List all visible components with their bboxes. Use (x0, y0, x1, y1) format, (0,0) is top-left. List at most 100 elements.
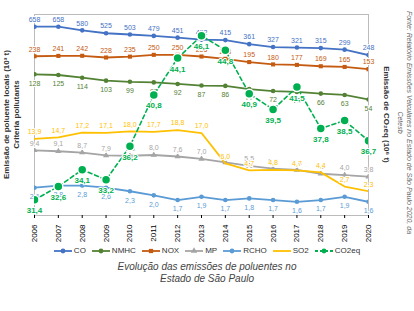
svg-text:580: 580 (76, 20, 88, 27)
svg-text:4,4: 4,4 (316, 162, 326, 169)
svg-text:4,7: 4,7 (292, 160, 302, 167)
svg-text:18,0: 18,0 (123, 121, 137, 128)
svg-text:14,7: 14,7 (52, 127, 66, 134)
svg-text:2016: 2016 (269, 224, 278, 242)
svg-text:4,0: 4,0 (340, 164, 350, 171)
svg-text:415: 415 (220, 29, 232, 36)
svg-text:658: 658 (29, 16, 41, 23)
svg-text:33,2: 33,2 (98, 186, 114, 195)
svg-text:86: 86 (221, 91, 229, 98)
svg-text:361: 361 (243, 33, 255, 40)
svg-text:1,6: 1,6 (292, 207, 302, 214)
svg-text:153: 153 (363, 58, 375, 65)
svg-text:228: 228 (100, 47, 112, 54)
svg-text:1,7: 1,7 (220, 205, 230, 212)
svg-text:44,8: 44,8 (218, 57, 234, 66)
svg-text:114: 114 (77, 83, 88, 90)
svg-text:6,2: 6,2 (220, 152, 230, 159)
svg-text:177: 177 (291, 54, 303, 61)
svg-text:39,5: 39,5 (265, 116, 281, 125)
svg-text:321: 321 (291, 37, 303, 44)
svg-text:44,1: 44,1 (170, 65, 186, 74)
svg-text:2,0: 2,0 (149, 201, 159, 208)
svg-text:2006: 2006 (30, 224, 39, 242)
svg-text:2011: 2011 (149, 224, 158, 242)
svg-text:2,7: 2,7 (340, 176, 350, 183)
svg-text:2017: 2017 (292, 224, 301, 242)
svg-text:36,7: 36,7 (361, 147, 377, 156)
svg-text:169: 169 (315, 55, 327, 62)
svg-text:38,5: 38,5 (337, 127, 353, 136)
svg-text:128: 128 (29, 80, 41, 87)
svg-text:241: 241 (53, 45, 65, 52)
svg-text:451: 451 (172, 27, 184, 34)
svg-text:2013: 2013 (197, 224, 206, 242)
svg-text:37,8: 37,8 (313, 135, 329, 144)
svg-text:1,7: 1,7 (173, 205, 183, 212)
svg-text:34,1: 34,1 (74, 176, 90, 185)
svg-text:2010: 2010 (125, 224, 134, 242)
svg-text:1,7: 1,7 (316, 205, 326, 212)
svg-text:4,7: 4,7 (244, 160, 254, 167)
svg-text:17,2: 17,2 (75, 122, 89, 129)
svg-text:17,1: 17,1 (99, 122, 113, 129)
svg-text:18,8: 18,8 (171, 119, 185, 126)
svg-text:2020: 2020 (364, 224, 373, 242)
svg-text:1,9: 1,9 (340, 202, 350, 209)
svg-text:6,0: 6,0 (220, 153, 230, 160)
svg-text:1,6: 1,6 (364, 207, 374, 214)
svg-text:235: 235 (124, 46, 136, 53)
svg-text:7,6: 7,6 (173, 146, 183, 153)
svg-text:238: 238 (29, 46, 41, 53)
svg-text:479: 479 (148, 25, 160, 32)
svg-text:2018: 2018 (316, 224, 325, 242)
svg-text:40,8: 40,8 (146, 101, 162, 110)
svg-text:4,8: 4,8 (268, 159, 278, 166)
svg-text:658: 658 (53, 16, 65, 23)
svg-text:7,9: 7,9 (101, 145, 111, 152)
svg-text:2019: 2019 (340, 224, 349, 242)
svg-text:250: 250 (148, 44, 160, 51)
svg-text:32,6: 32,6 (51, 193, 67, 202)
svg-text:103: 103 (100, 86, 112, 93)
svg-text:8,7: 8,7 (77, 142, 87, 149)
svg-text:13,9: 13,9 (28, 128, 42, 135)
svg-text:17,7: 17,7 (147, 121, 161, 128)
svg-text:315: 315 (315, 37, 327, 44)
svg-text:525: 525 (100, 22, 112, 29)
svg-text:250: 250 (172, 44, 184, 51)
svg-text:1,9: 1,9 (197, 202, 207, 209)
svg-text:195: 195 (243, 51, 255, 58)
svg-text:9,1: 9,1 (53, 140, 63, 147)
svg-text:66: 66 (317, 99, 325, 106)
svg-text:327: 327 (267, 36, 279, 43)
svg-text:125: 125 (53, 80, 65, 87)
svg-text:299: 299 (339, 39, 351, 46)
svg-text:165: 165 (339, 56, 351, 63)
svg-text:54: 54 (365, 105, 373, 112)
svg-text:2015: 2015 (245, 224, 254, 242)
svg-text:46,1: 46,1 (194, 42, 210, 51)
svg-text:4,8: 4,8 (292, 159, 302, 166)
svg-text:41,5: 41,5 (289, 94, 305, 103)
svg-text:2008: 2008 (78, 224, 87, 242)
svg-text:2,3: 2,3 (364, 181, 374, 188)
svg-text:40,9: 40,9 (241, 100, 257, 109)
svg-text:2,8: 2,8 (77, 191, 87, 198)
svg-text:1,7: 1,7 (268, 205, 278, 212)
svg-text:242: 242 (76, 45, 88, 52)
svg-text:8,0: 8,0 (149, 144, 159, 151)
svg-text:31,4: 31,4 (27, 206, 43, 215)
svg-text:36,2: 36,2 (122, 153, 138, 162)
svg-text:248: 248 (363, 44, 375, 51)
svg-text:9,4: 9,4 (30, 140, 40, 147)
svg-text:503: 503 (124, 24, 136, 31)
svg-text:17,0: 17,0 (195, 122, 209, 129)
svg-text:1,8: 1,8 (244, 204, 254, 211)
svg-text:2,3: 2,3 (125, 197, 135, 204)
svg-text:63: 63 (341, 100, 349, 107)
svg-text:180: 180 (267, 54, 279, 61)
svg-text:92: 92 (174, 89, 182, 96)
svg-text:7,0: 7,0 (197, 148, 207, 155)
svg-text:87: 87 (198, 91, 206, 98)
